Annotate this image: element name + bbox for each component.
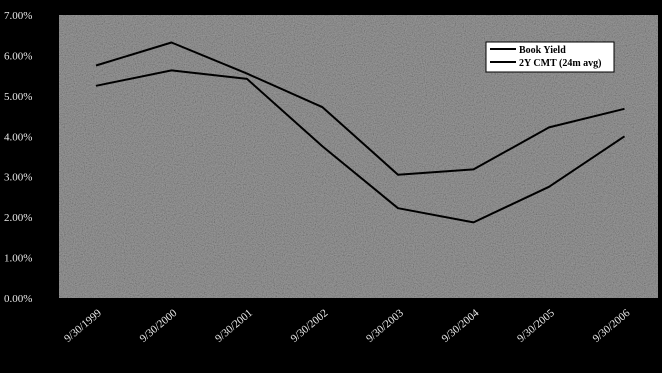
y-tick-label: 2.00% xyxy=(4,212,32,224)
legend: Book Yield 2Y CMT (24m avg) xyxy=(485,41,615,73)
legend-label: 2Y CMT (24m avg) xyxy=(519,58,602,69)
y-tick-label: 6.00% xyxy=(4,50,32,62)
y-tick-label: 0.00% xyxy=(4,293,32,305)
y-tick-label: 1.00% xyxy=(4,253,32,265)
y-tick-label: 4.00% xyxy=(4,131,32,143)
series-line-book-yield xyxy=(95,41,625,176)
series-line-2y-cmt xyxy=(95,69,626,224)
legend-label: Book Yield xyxy=(519,45,566,56)
y-tick-label: 5.00% xyxy=(4,91,32,103)
y-tick-label: 7.00% xyxy=(4,10,32,22)
y-tick-label: 3.00% xyxy=(4,172,32,184)
legend-box xyxy=(485,41,615,73)
